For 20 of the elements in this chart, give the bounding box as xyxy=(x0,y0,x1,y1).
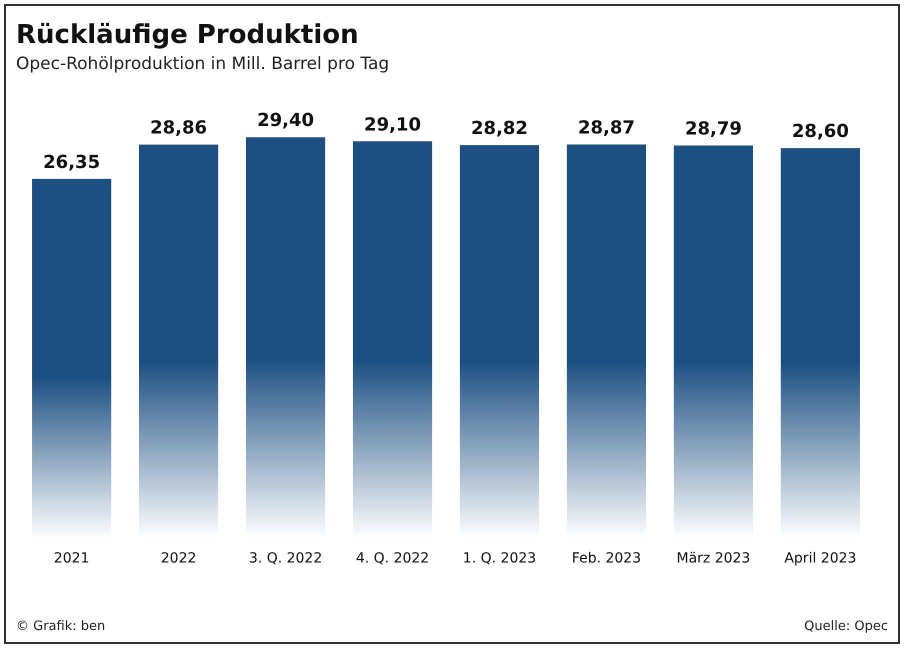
x-tick-label: 3. Q. 2022 xyxy=(248,550,322,566)
x-tick-label: 4. Q. 2022 xyxy=(356,550,430,566)
data-label: 29,10 xyxy=(364,114,421,136)
source-note: Quelle: Opec xyxy=(804,619,888,634)
x-tick-label: 2022 xyxy=(160,550,196,566)
x-tick-label: 1. Q. 2023 xyxy=(462,550,536,566)
chart-title: Rückläufige Produktion xyxy=(16,20,359,50)
text: © Grafik: ben xyxy=(16,619,106,634)
x-tick-label: 2021 xyxy=(54,550,90,566)
data-label: 28,87 xyxy=(578,117,635,138)
data-label: 28,79 xyxy=(684,118,742,140)
data-label: 29,40 xyxy=(257,110,314,132)
x-tick-label: April 2023 xyxy=(784,550,856,566)
data-label: 26,35 xyxy=(43,152,100,173)
data-label: 28,82 xyxy=(471,118,528,140)
data-label: 28,60 xyxy=(792,121,849,142)
x-tick-label: Feb. 2023 xyxy=(572,550,642,566)
data-label: 28,86 xyxy=(150,118,208,139)
x-tick-label: März 2023 xyxy=(676,550,750,566)
chart-subtitle: Opec-Rohölproduktion in Mill. Barrel pro Tag xyxy=(16,54,390,74)
